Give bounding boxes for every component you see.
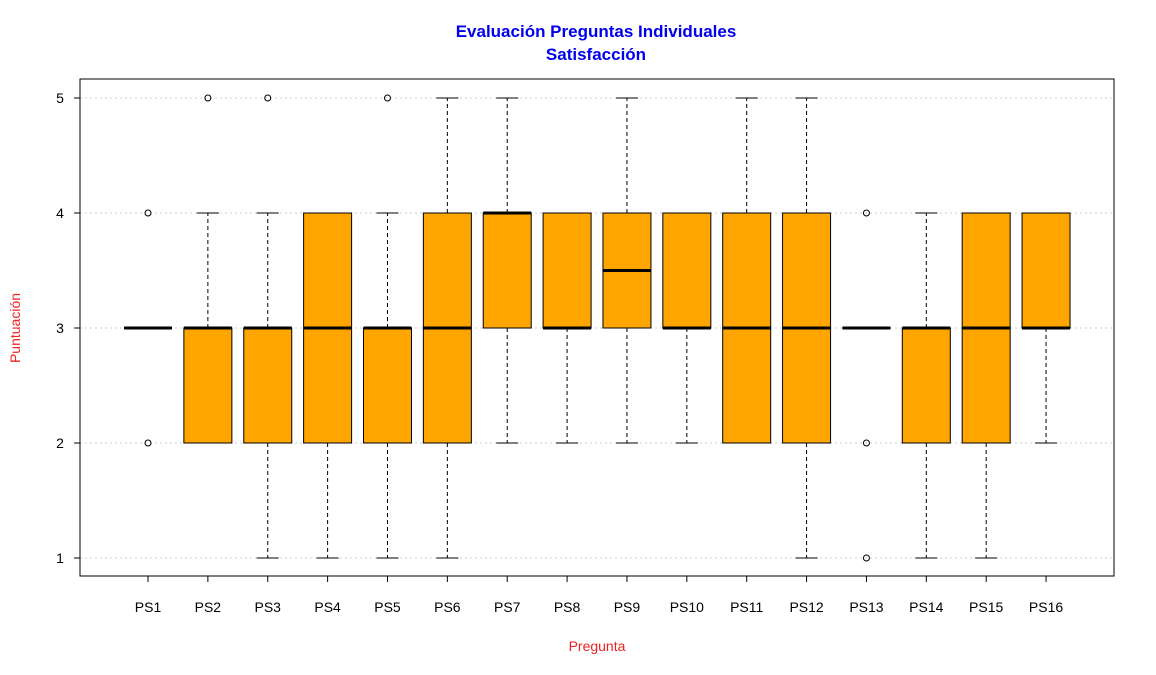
- y-tick-label: 4: [56, 205, 64, 221]
- x-tick-label: PS6: [434, 599, 461, 615]
- y-axis-label: Puntuación: [7, 293, 23, 363]
- outlier-point: [264, 94, 272, 102]
- outlier-point: [144, 209, 152, 217]
- box-iqr: [362, 327, 412, 444]
- x-tick-label: PS10: [670, 599, 704, 615]
- y-tick-label: 5: [56, 90, 64, 106]
- x-tick-label: PS3: [255, 599, 282, 615]
- box-ps16: [1021, 212, 1071, 444]
- outlier-point: [144, 439, 152, 447]
- x-tick-label: PS8: [554, 599, 581, 615]
- box-iqr: [901, 327, 951, 444]
- box-ps1: [124, 209, 172, 447]
- x-tick-label: PS15: [969, 599, 1003, 615]
- box-ps15: [961, 212, 1011, 559]
- box-ps6: [422, 97, 472, 559]
- x-tick-label: PS2: [195, 599, 222, 615]
- x-tick-label: PS16: [1029, 599, 1063, 615]
- x-tick-label: PS4: [314, 599, 341, 615]
- chart-title: Evaluación Preguntas Individuales: [456, 22, 737, 41]
- x-tick-label: PS1: [135, 599, 162, 615]
- box-iqr: [183, 327, 233, 444]
- box-ps12: [782, 97, 832, 559]
- x-tick-label: PS13: [849, 599, 883, 615]
- outlier-point: [204, 94, 212, 102]
- box-iqr: [1021, 212, 1071, 329]
- y-tick-label: 3: [56, 320, 64, 336]
- outlier-point: [862, 554, 870, 562]
- box-iqr: [482, 212, 532, 329]
- chart-subtitle: Satisfacción: [546, 45, 646, 64]
- y-tick-label: 2: [56, 435, 64, 451]
- box-iqr: [243, 327, 293, 444]
- y-tick-label: 1: [56, 550, 64, 566]
- box-ps14: [901, 212, 951, 559]
- x-tick-label: PS12: [789, 599, 823, 615]
- box-ps10: [662, 212, 712, 444]
- box-ps2: [183, 94, 233, 444]
- x-tick-label: PS11: [730, 599, 763, 615]
- x-tick-label: PS5: [374, 599, 401, 615]
- box-ps3: [243, 94, 293, 559]
- axis-layer: 1 2 3 4 5 PS1 PS2 PS3 PS4 PS5 PS6 PS7 PS8 PS9 PS10 PS11…: [56, 90, 1063, 615]
- x-axis-label: Pregunta: [569, 638, 626, 654]
- box-ps11: [722, 97, 772, 444]
- outlier-point: [862, 209, 870, 217]
- box-ps13: [842, 209, 891, 562]
- grid-lines: [80, 97, 1114, 559]
- outlier-point: [383, 94, 391, 102]
- box-iqr: [542, 212, 592, 329]
- box-ps8: [542, 212, 592, 444]
- x-tick-label: PS14: [909, 599, 943, 615]
- box-ps9: [602, 97, 652, 444]
- x-tick-label: PS9: [614, 599, 641, 615]
- x-tick-label: PS7: [494, 599, 521, 615]
- outlier-point: [862, 439, 870, 447]
- box-ps4: [303, 212, 353, 559]
- box-iqr: [662, 212, 712, 329]
- box-ps7: [482, 97, 532, 444]
- box-ps5: [362, 94, 412, 559]
- box-layer: [124, 94, 1071, 562]
